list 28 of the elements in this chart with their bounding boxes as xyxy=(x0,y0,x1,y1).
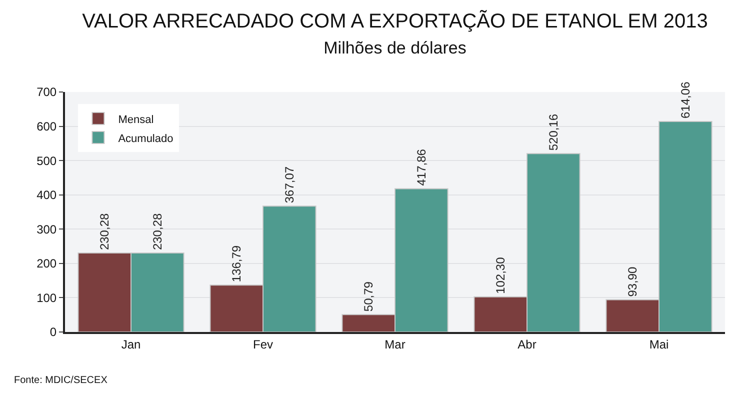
chart-subtitle: Milhões de dólares xyxy=(324,38,466,58)
data-label: 230,28 xyxy=(150,213,164,250)
y-tick-label: 200 xyxy=(36,256,57,271)
data-label: 367,07 xyxy=(282,166,296,204)
y-tick-label: 300 xyxy=(36,222,57,236)
data-label: 136,79 xyxy=(230,245,244,282)
data-label: 93,90 xyxy=(626,266,640,297)
legend-label: Mensal xyxy=(118,114,154,126)
legend-label: Acumulado xyxy=(118,132,174,145)
x-tick-label: Fev xyxy=(252,337,274,352)
source-note: Fonte: MDIC/SECEX xyxy=(14,375,108,386)
x-tick-label: Mar xyxy=(384,337,406,352)
x-tick-label: Mai xyxy=(649,337,669,352)
y-tick-label: 100 xyxy=(36,290,57,305)
data-label: 50,79 xyxy=(362,281,376,312)
data-label: 230,28 xyxy=(98,213,112,250)
y-tick-label: 700 xyxy=(36,85,57,100)
x-tick-label: Jan xyxy=(121,337,141,352)
y-tick-label: 600 xyxy=(36,119,57,134)
y-tick-label: 400 xyxy=(36,188,57,202)
y-tick-label: 0 xyxy=(50,325,57,340)
data-label: 520,16 xyxy=(546,114,560,151)
x-tick-label: Abr xyxy=(518,337,536,352)
data-label: 102,30 xyxy=(494,256,508,294)
y-tick-label: 500 xyxy=(36,154,57,168)
chart-title: VALOR ARRECADADO COM A EXPORTAÇÃO DE ETANOL EM 2013 xyxy=(82,10,708,33)
data-label: 417,86 xyxy=(414,148,428,186)
data-label: 614,06 xyxy=(678,81,692,118)
